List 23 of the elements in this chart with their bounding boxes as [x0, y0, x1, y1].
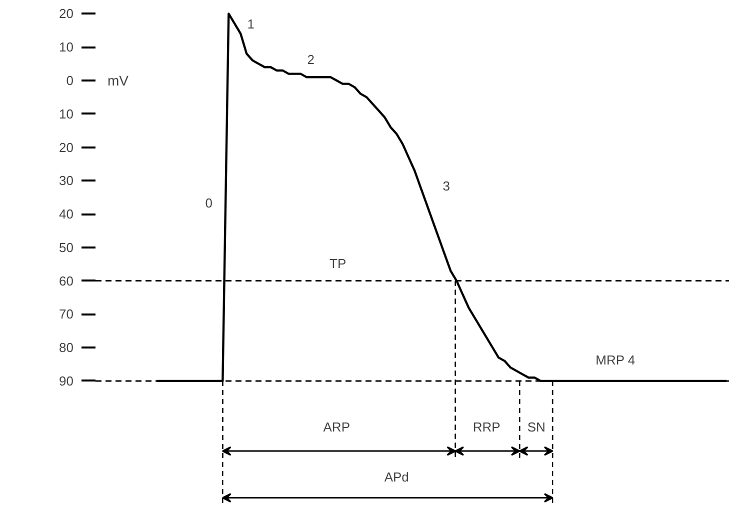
y-tick-label: 70 — [59, 306, 74, 322]
y-tick-label: 60 — [59, 273, 74, 288]
y-tick-label: 40 — [59, 206, 74, 222]
annotation: 2 — [307, 52, 314, 67]
ref-line-label: TP — [330, 256, 346, 271]
text: SN — [527, 419, 546, 434]
y-tick-label: 10 — [59, 40, 74, 55]
annotation: 0 — [205, 195, 212, 210]
y-tick-label: 10 — [59, 106, 74, 122]
y-axis-title: mV — [108, 72, 130, 88]
y-tick-label: 20 — [59, 6, 74, 22]
y-tick-label: 0 — [66, 72, 74, 88]
text: ARP — [323, 419, 350, 434]
text: APd — [384, 469, 409, 484]
text: RRP — [472, 419, 500, 434]
annotation: MRP 4 — [596, 352, 636, 368]
annotation: 1 — [247, 16, 254, 32]
y-tick-label: 30 — [59, 173, 74, 188]
y-tick-label: 80 — [59, 340, 74, 356]
y-tick-label: 50 — [59, 240, 74, 255]
y-tick-label: 20 — [59, 140, 74, 155]
y-tick-label: 90 — [59, 373, 74, 388]
annotation: 3 — [442, 178, 450, 194]
